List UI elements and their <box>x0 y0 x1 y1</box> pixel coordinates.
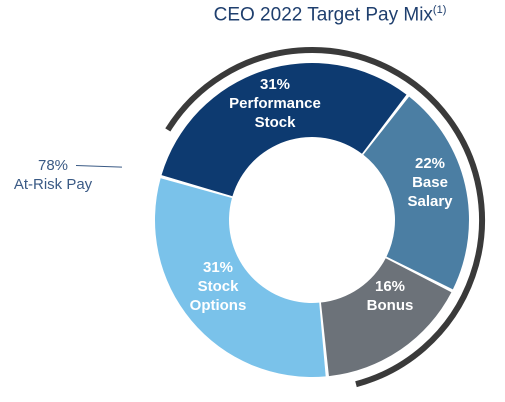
title-footnote: (1) <box>432 4 447 16</box>
slice-label-base-salary: 22% Base Salary <box>407 155 453 210</box>
at-risk-percent: 78% <box>37 157 69 174</box>
slice-base-salary <box>363 96 469 290</box>
chart-title-text: CEO 2022 Target Pay Mix <box>213 4 433 26</box>
chart-title: CEO 2022 Target Pay Mix(1) <box>180 4 480 26</box>
at-risk-annotation: 78% At-Risk Pay <box>8 156 98 194</box>
slice-label-bonus: 16% Bonus <box>367 278 414 314</box>
slice-performance-stock <box>161 63 407 197</box>
at-risk-bracket-arc <box>165 47 485 388</box>
slice-bonus <box>320 258 452 377</box>
slice-label-performance-stock: 31% Performance Stock <box>229 76 321 131</box>
slice-label-stock-options: 31% Stock Options <box>190 259 247 314</box>
at-risk-label: At-Risk Pay <box>13 176 93 193</box>
slice-stock-options <box>154 178 326 377</box>
